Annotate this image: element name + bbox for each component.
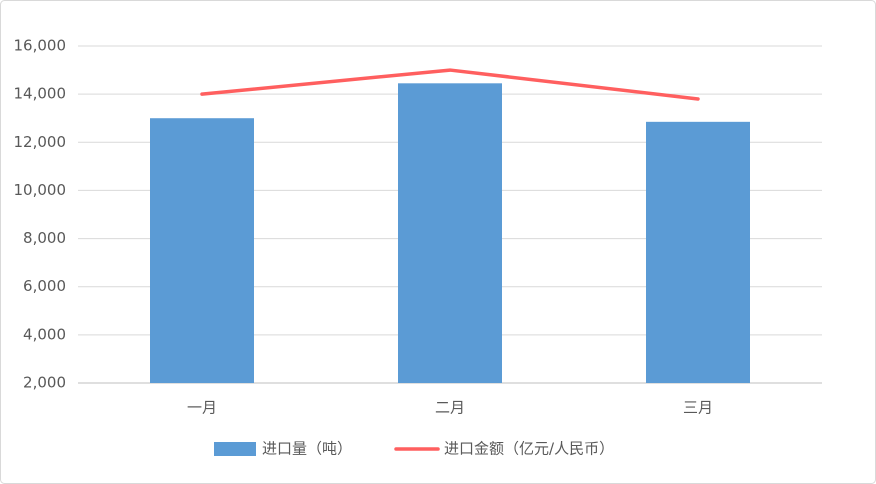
- legend-swatch: [214, 442, 256, 456]
- y-tick-label: 6,000: [23, 277, 66, 295]
- bar: [150, 118, 254, 383]
- y-tick-label: 10,000: [14, 181, 67, 199]
- bar: [398, 83, 502, 383]
- line: [200, 68, 700, 101]
- y-tick-label: 12,000: [14, 133, 67, 151]
- y-tick-label: 14,000: [14, 85, 67, 103]
- y-tick-label: 16,000: [14, 37, 67, 55]
- x-tick-label: 三月: [683, 399, 713, 417]
- x-tick-label: 一月: [187, 399, 217, 417]
- x-tick-label: 二月: [435, 399, 465, 417]
- y-tick-label: 8,000: [23, 229, 66, 247]
- bar: [646, 121, 750, 383]
- legend-label: 进口量（吨）: [262, 440, 352, 458]
- y-tick-label: 4,000: [23, 325, 66, 343]
- legend-label: 进口金额（亿元/人民币）: [444, 440, 614, 458]
- y-tick-label: 2,000: [23, 374, 66, 392]
